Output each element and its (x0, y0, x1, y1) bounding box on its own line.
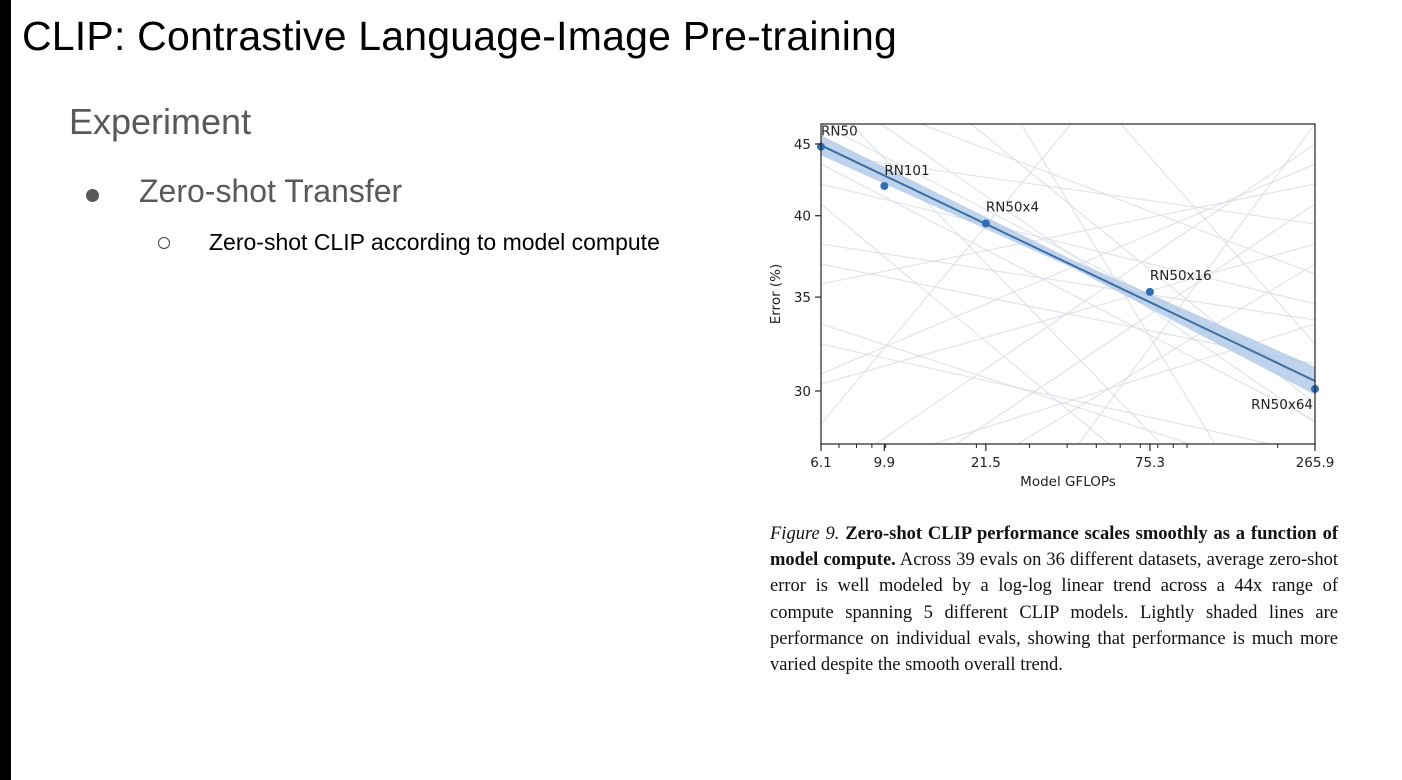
bullet-ring-icon (158, 237, 170, 249)
point-label-rn50x16: RN50x16 (1150, 268, 1212, 284)
bg-eval-line (1016, 263, 1315, 444)
caption-bold-text: Zero-shot CLIP performance scales smooth… (770, 524, 1339, 571)
trend-line-group (821, 144, 1315, 382)
caption-body-text: Across 39 evals on 36 different datasets… (770, 550, 1338, 676)
point-label-rn101: RN101 (884, 163, 929, 179)
error-vs-gflops-chart: RN50 RN101 RN50x4 RN50x16 RN50x64 6.1 9.9 21.5… (768, 123, 1334, 490)
bg-eval-line (821, 124, 1072, 425)
y-tick-label: 35 (794, 290, 811, 306)
point-label-rn50: RN50 (821, 124, 858, 140)
bullet-level2-text: Zero-shot CLIP according to model comput… (209, 229, 660, 255)
x-tick-label: 6.1 (810, 455, 831, 471)
trend-confidence-band (821, 135, 1315, 395)
figure-caption: Figure 9. Zero-shot CLIP performance sca… (770, 521, 1338, 678)
x-tick-label: 75.3 (1135, 455, 1165, 471)
left-edge-bar (0, 0, 11, 780)
caption-figure-label: Figure 9. (770, 524, 840, 544)
x-tick-label: 9.9 (874, 455, 895, 471)
x-tick-label: 265.9 (1296, 455, 1335, 471)
point-label-rn50x4: RN50x4 (986, 199, 1039, 215)
y-tick-label: 45 (794, 137, 811, 153)
slide-title: CLIP: Contrastive Language-Image Pre-tra… (22, 13, 898, 59)
bg-eval-line (821, 183, 1315, 305)
data-point-rn50x16 (1145, 287, 1154, 296)
confidence-band (821, 135, 1315, 395)
bg-eval-line (821, 153, 1315, 225)
bullet-dot-icon (86, 189, 99, 202)
point-label-rn50x64: RN50x64 (1251, 397, 1313, 413)
x-axis-label: Model GFLOPs (1020, 474, 1116, 490)
data-point-rn101 (880, 182, 889, 191)
trend-line (821, 144, 1315, 382)
x-tick-label: 21.5 (971, 455, 1001, 471)
y-axis-label: Error (%) (768, 264, 784, 325)
section-heading: Experiment (69, 101, 252, 142)
data-point-rn50x4 (981, 219, 990, 228)
bg-eval-line (821, 243, 1315, 321)
bg-eval-line (821, 163, 1315, 375)
x-axis: 6.1 9.9 21.5 75.3 265.9 (810, 444, 1334, 471)
bg-eval-line (954, 203, 1315, 444)
y-tick-label: 40 (794, 209, 811, 225)
bullet-level1-text: Zero-shot Transfer (139, 173, 403, 209)
bg-eval-line (1120, 124, 1315, 345)
bg-eval-line (1077, 124, 1315, 444)
data-points: RN50 RN101 RN50x4 RN50x16 RN50x64 (817, 124, 1319, 413)
bg-eval-line (821, 163, 1315, 422)
bg-eval-line (920, 124, 1315, 275)
y-tick-label: 30 (794, 384, 811, 400)
y-axis: 30 35 40 45 (794, 137, 821, 400)
bg-eval-line (821, 343, 1274, 444)
plot-frame (820, 123, 1316, 445)
